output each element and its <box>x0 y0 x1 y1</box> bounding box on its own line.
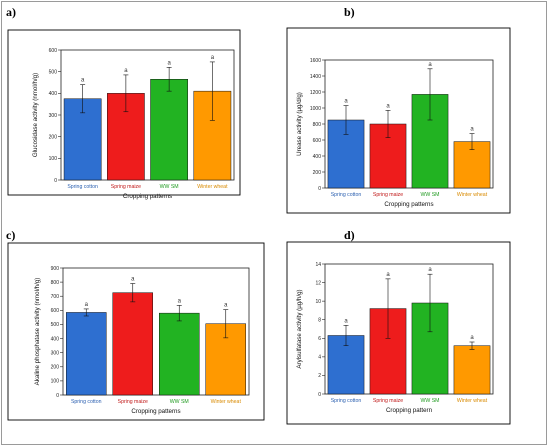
bar <box>112 292 153 396</box>
y-tick-label: 900 <box>51 266 60 272</box>
y-axis-label: Akaline phosphatase activity (nmol/h/g) <box>34 278 41 386</box>
bar <box>159 312 200 396</box>
x-tick-label: WW SM <box>420 398 439 404</box>
significance-label: a <box>470 127 474 133</box>
y-tick-label: 1000 <box>310 106 321 112</box>
y-tick-label: 600 <box>313 138 322 144</box>
panel-d-letter: d) <box>344 228 355 242</box>
y-tick-label: 800 <box>51 280 60 286</box>
panel-c-chart: 0 100 200 300 400 500 600 700 800 900 Akaline phos… <box>7 242 265 421</box>
significance-label: a <box>386 103 390 109</box>
significance-label: a <box>428 267 432 273</box>
significance-label: a <box>224 303 228 309</box>
y-tick-label: 12 <box>315 280 321 286</box>
significance-label: a <box>428 62 432 68</box>
x-axis-label: Cropping patterns <box>131 408 180 415</box>
plot-area <box>62 267 250 396</box>
panel-b-chart: 0 200 400 600 800 1000 1200 1400 1600 Urease acti… <box>286 27 511 214</box>
y-tick-label: 1200 <box>310 90 321 96</box>
y-tick-label: 200 <box>49 134 58 140</box>
y-tick-label: 4 <box>318 355 321 361</box>
x-tick-label: Winter wheat <box>457 398 488 404</box>
y-tick-label: 400 <box>49 91 58 97</box>
x-axis-label: Cropping patterns <box>384 201 433 208</box>
y-tick-label: 800 <box>313 122 322 128</box>
panel-frame <box>7 29 241 196</box>
panel-frame <box>7 242 265 421</box>
y-axis-label: Arylsulfatase activity (µg/h/g) <box>296 289 303 368</box>
y-tick-label: 100 <box>51 379 60 385</box>
y-tick-label: 0 <box>56 393 59 399</box>
significance-label: a <box>344 99 348 105</box>
panel-a-chart: 0 100 200 300 400 500 600 Glucosidase activity … <box>7 29 241 200</box>
y-tick-label: 200 <box>313 170 322 176</box>
significance-label: a <box>344 318 348 324</box>
panel-frame <box>286 27 511 214</box>
y-tick-label: 2 <box>318 373 321 379</box>
y-tick-label: 400 <box>313 154 322 160</box>
x-axis-label: Cropping patterns <box>123 193 172 200</box>
x-tick-label: Spring cotton <box>331 398 362 404</box>
y-tick-label: 300 <box>51 350 60 356</box>
panel-c-letter: c) <box>6 228 16 242</box>
x-tick-label: Winter wheat <box>197 184 228 190</box>
significance-label: a <box>470 335 474 341</box>
x-tick-label: Spring cotton <box>71 399 102 405</box>
y-tick-label: 500 <box>49 69 58 75</box>
bar <box>66 312 107 396</box>
y-tick-label: 0 <box>318 392 321 398</box>
x-tick-label: Winter wheat <box>457 192 488 198</box>
y-axis-label: Urease activity (µg/d/g) <box>296 92 303 156</box>
y-tick-label: 8 <box>318 318 321 324</box>
significance-label: a <box>178 298 182 304</box>
y-tick-label: 0 <box>54 178 57 184</box>
y-tick-label: 500 <box>51 322 60 328</box>
x-tick-label: Spring cotton <box>331 192 362 198</box>
panel-b-letter: b) <box>344 5 355 19</box>
significance-label: a <box>167 60 171 66</box>
bar <box>150 79 188 181</box>
panel-d-chart: 0 2 4 6 8 10 12 14 Arylsulfatase activity (µg/h/… <box>286 241 511 425</box>
y-tick-label: 400 <box>51 336 60 342</box>
x-tick-label: Spring cotton <box>67 184 98 190</box>
significance-label: a <box>124 68 128 74</box>
panel-frame <box>286 241 511 425</box>
y-tick-label: 1400 <box>310 74 321 80</box>
panel-a-letter: a) <box>6 5 16 19</box>
significance-label: a <box>85 302 89 308</box>
y-tick-label: 600 <box>51 308 60 314</box>
x-tick-label: Spring maize <box>373 398 403 404</box>
x-tick-label: WW SM <box>420 192 439 198</box>
x-tick-label: Spring maize <box>111 184 141 190</box>
y-tick-label: 14 <box>315 262 321 268</box>
y-tick-label: 0 <box>318 186 321 192</box>
significance-label: a <box>211 55 215 61</box>
y-tick-label: 700 <box>51 294 60 300</box>
y-axis-label: Glucosidase activity (nmol/h/g) <box>32 73 39 157</box>
y-tick-label: 100 <box>49 156 58 162</box>
x-axis-label: Cropping pattern <box>386 407 433 414</box>
x-tick-label: Spring maize <box>373 192 403 198</box>
significance-label: a <box>386 272 390 278</box>
y-tick-label: 6 <box>318 336 321 342</box>
y-tick-label: 300 <box>49 113 58 119</box>
x-tick-label: Spring maize <box>118 399 148 405</box>
bar <box>453 345 491 395</box>
y-tick-label: 1600 <box>310 58 321 64</box>
significance-label: a <box>131 277 135 283</box>
x-tick-label: WW SM <box>170 399 189 405</box>
y-tick-label: 10 <box>315 299 321 305</box>
y-tick-label: 600 <box>49 48 58 54</box>
plot-area <box>324 263 494 395</box>
significance-label: a <box>81 78 85 84</box>
x-tick-label: Winter wheat <box>211 399 242 405</box>
x-tick-label: WW SM <box>160 184 179 190</box>
y-tick-label: 200 <box>51 365 60 371</box>
